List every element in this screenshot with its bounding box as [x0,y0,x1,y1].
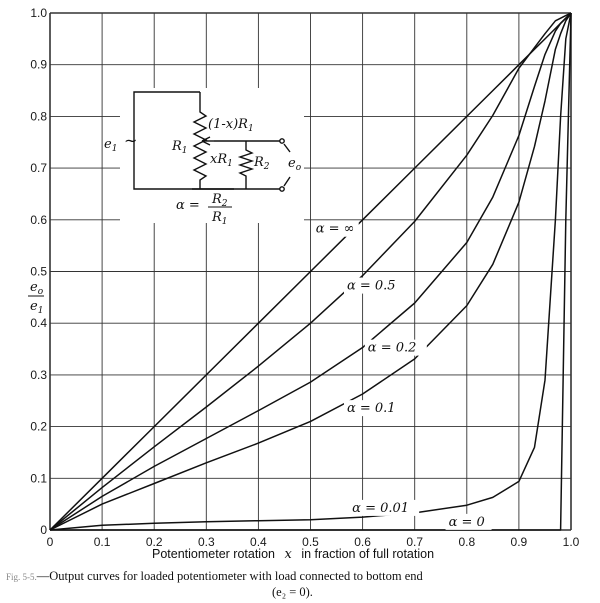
x-tick-label: 0.8 [458,535,475,549]
x-axis-label: Potentiometer rotation x in fraction of … [152,547,434,562]
svg-text:e1: e1 [30,299,43,316]
curve-label-bg [445,513,492,530]
y-tick-label: 0.8 [30,109,47,123]
curve-label-bg [343,400,406,417]
y-ticks: 0 0.1 0.2 0.3 0.4 0.5 0.6 0.7 0.8 0.9 1.0 [30,6,47,537]
y-tick-label: 0.4 [30,316,47,330]
svg-text:(e₂ = 0).: (e₂ = 0). [272,585,313,599]
svg-text:α =: α = [176,198,200,213]
svg-text:Fig. 5-5.—Output curves for lo: Fig. 5-5.—Output curves for loaded poten… [6,569,424,583]
circuit-inset [120,88,304,223]
curve-line [49,12,572,531]
curve-label: α = 0 [449,515,485,530]
x-tick-label: 0.5 [302,535,319,549]
curve-line [49,12,572,531]
x-tick-label: 0 [47,535,54,549]
y-tick-label: 0.1 [30,471,47,485]
curve-line [49,12,572,531]
svg-text:eo: eo [30,280,44,297]
y-tick-label: 1.0 [30,6,47,20]
y-tick-label: 0.5 [30,265,47,279]
curve-label: α = 0.2 [368,341,417,356]
figure-caption: Fig. 5-5.—Output curves for loaded poten… [6,569,424,599]
svg-text:eo: eo [288,156,302,173]
curve-label-bg [364,339,427,356]
circuit-labels: e1 ~ (1-x)R1 R1 xR1 R2 eo α = R2 R1 [104,117,302,227]
y-tick-label: 0.3 [30,368,47,382]
svg-text:R1: R1 [211,210,228,227]
y-tick-label: 0 [40,523,47,537]
x-ticks: 0 0.1 0.2 0.3 0.4 0.5 0.6 0.7 0.8 0.9 1.0 [47,535,580,549]
svg-text:R2: R2 [211,192,228,209]
y-tick-label: 0.9 [30,58,47,72]
curve-label: α = 0.1 [347,401,396,416]
svg-text:R1: R1 [171,139,188,156]
curve-line [49,12,572,531]
x-tick-label: 0.7 [406,535,423,549]
curve-label: α = 0.5 [347,279,396,294]
y-tick-label: 0.2 [30,420,47,434]
curve-label-bg [343,277,406,294]
svg-text:R2: R2 [253,155,270,172]
y-tick-label: 0.6 [30,213,47,227]
x-tick-label: 0.3 [198,535,215,549]
x-tick-label: 1.0 [563,535,580,549]
x-tick-label: 0.1 [94,535,111,549]
x-tick-label: 0.6 [354,535,371,549]
curve-label: α = ∞ [316,222,355,237]
grid [49,12,572,531]
y-tick-label: 0.7 [30,161,47,175]
curve-label: α = 0.01 [352,501,409,516]
svg-text:xR1: xR1 [210,152,233,169]
curve-label-bg [349,499,420,516]
curve-label-bg [312,220,359,237]
curve-line [49,12,572,531]
svg-text:~: ~ [124,131,137,150]
x-tick-label: 0.9 [511,535,528,549]
svg-text:(1-x)R1: (1-x)R1 [208,117,254,134]
curve-labels: α = ∞ α = 0.5 α = 0.2 α = 0.1 α = 0.01 α = 0 [312,220,492,530]
x-tick-label: 0.4 [250,535,267,549]
curves [49,12,572,531]
x-tick-label: 0.2 [146,535,163,549]
svg-text:e1: e1 [104,137,117,154]
curve-line [50,12,572,531]
y-axis-label: eo e1 [28,280,44,316]
